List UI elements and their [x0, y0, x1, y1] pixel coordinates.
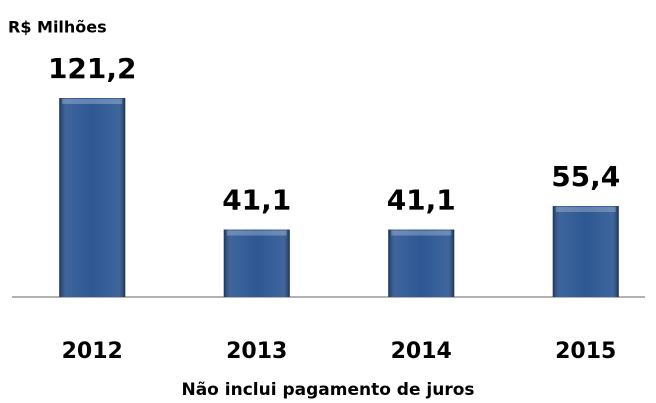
bar-top-highlight [391, 230, 452, 236]
bar-top-highlight [555, 207, 616, 213]
value-label: 55,4 [551, 160, 620, 193]
bar-shading [552, 206, 619, 297]
bar-shading [59, 98, 126, 297]
chart-title: R$ Milhões [8, 18, 107, 37]
x-tick-label: 2014 [391, 339, 452, 364]
bar-shading [223, 229, 290, 297]
x-tick-label: 2015 [555, 339, 616, 364]
bar-top-highlight [226, 230, 287, 236]
value-label: 41,1 [387, 184, 456, 217]
bar-top-highlight [62, 99, 123, 104]
footnote: Não inclui pagamento de juros [181, 380, 474, 400]
value-label: 121,2 [48, 52, 137, 85]
value-label: 41,1 [222, 184, 291, 217]
bar-shading [388, 229, 455, 297]
x-tick-label: 2013 [226, 339, 287, 364]
x-tick-label: 2012 [62, 339, 123, 364]
